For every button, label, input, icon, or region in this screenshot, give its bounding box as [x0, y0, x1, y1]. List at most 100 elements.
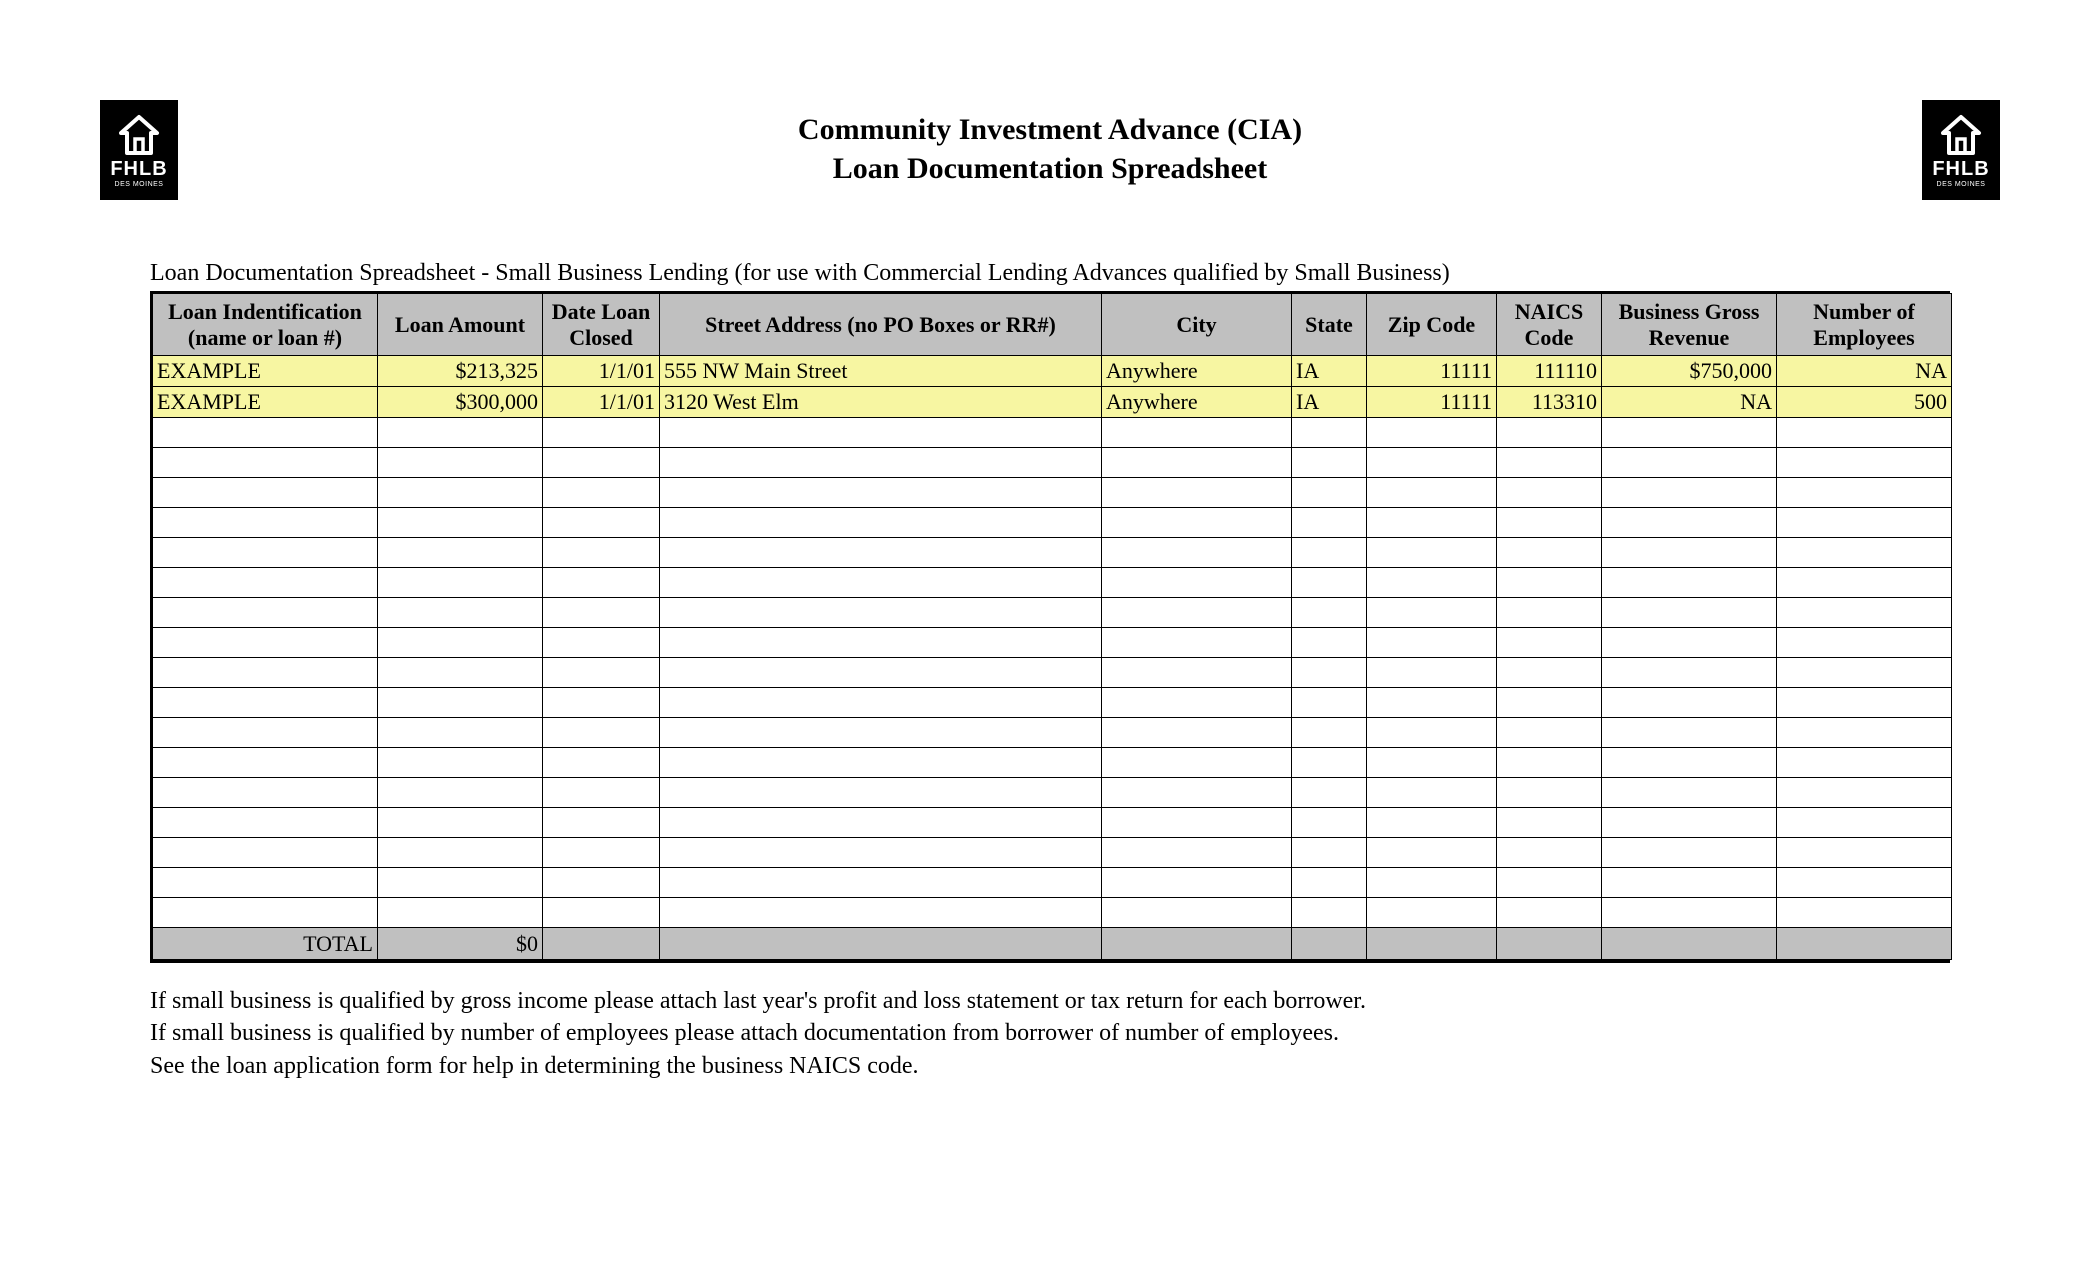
cell-empty[interactable]: [1292, 778, 1367, 808]
cell-empty[interactable]: [1102, 538, 1292, 568]
cell-empty[interactable]: [378, 658, 543, 688]
cell-empty[interactable]: [1777, 568, 1952, 598]
cell-empty[interactable]: [660, 718, 1102, 748]
cell-empty[interactable]: [1602, 478, 1777, 508]
cell-empty[interactable]: [1777, 898, 1952, 928]
cell-empty[interactable]: [543, 688, 660, 718]
cell-empty[interactable]: [543, 748, 660, 778]
cell-empty[interactable]: [1367, 898, 1497, 928]
cell-empty[interactable]: [660, 628, 1102, 658]
cell-empty[interactable]: [1292, 868, 1367, 898]
cell-empty[interactable]: [543, 448, 660, 478]
cell-empty[interactable]: [153, 898, 378, 928]
cell-empty[interactable]: [1367, 478, 1497, 508]
cell-empty[interactable]: [1367, 418, 1497, 448]
cell-empty[interactable]: [1292, 478, 1367, 508]
cell-empty[interactable]: [1102, 568, 1292, 598]
cell-empty[interactable]: [153, 508, 378, 538]
cell-empty[interactable]: [1497, 868, 1602, 898]
cell-empty[interactable]: [1367, 628, 1497, 658]
cell-empty[interactable]: [1602, 748, 1777, 778]
cell-empty[interactable]: [1497, 718, 1602, 748]
cell-empty[interactable]: [660, 658, 1102, 688]
cell-empty[interactable]: [1497, 688, 1602, 718]
cell-empty[interactable]: [1497, 418, 1602, 448]
cell-empty[interactable]: [1777, 838, 1952, 868]
cell-empty[interactable]: [1602, 778, 1777, 808]
cell-empty[interactable]: [1497, 808, 1602, 838]
cell-empty[interactable]: [1367, 598, 1497, 628]
cell-empty[interactable]: [153, 808, 378, 838]
cell-empty[interactable]: [1102, 688, 1292, 718]
cell-empty[interactable]: [1367, 808, 1497, 838]
cell-empty[interactable]: [1292, 418, 1367, 448]
cell-empty[interactable]: [153, 418, 378, 448]
cell-empty[interactable]: [1602, 718, 1777, 748]
cell-empty[interactable]: [1777, 658, 1952, 688]
cell-empty[interactable]: [153, 568, 378, 598]
cell-empty[interactable]: [1497, 748, 1602, 778]
cell-empty[interactable]: [1102, 508, 1292, 538]
cell-empty[interactable]: [660, 748, 1102, 778]
cell-empty[interactable]: [153, 838, 378, 868]
cell-empty[interactable]: [1367, 508, 1497, 538]
cell-empty[interactable]: [1292, 598, 1367, 628]
cell-empty[interactable]: [660, 688, 1102, 718]
cell-empty[interactable]: [1777, 538, 1952, 568]
cell-empty[interactable]: [1102, 628, 1292, 658]
cell-empty[interactable]: [153, 868, 378, 898]
cell-empty[interactable]: [378, 418, 543, 448]
cell-empty[interactable]: [153, 778, 378, 808]
cell-empty[interactable]: [1367, 538, 1497, 568]
cell-empty[interactable]: [1602, 868, 1777, 898]
cell-empty[interactable]: [1602, 448, 1777, 478]
cell-empty[interactable]: [543, 568, 660, 598]
cell-empty[interactable]: [660, 808, 1102, 838]
cell-empty[interactable]: [1777, 718, 1952, 748]
cell-empty[interactable]: [1102, 718, 1292, 748]
cell-empty[interactable]: [1102, 808, 1292, 838]
cell-empty[interactable]: [153, 448, 378, 478]
cell-empty[interactable]: [153, 658, 378, 688]
cell-empty[interactable]: [378, 508, 543, 538]
cell-empty[interactable]: [378, 778, 543, 808]
cell-empty[interactable]: [1497, 478, 1602, 508]
cell-empty[interactable]: [1777, 868, 1952, 898]
cell-empty[interactable]: [1367, 658, 1497, 688]
cell-empty[interactable]: [378, 478, 543, 508]
cell-empty[interactable]: [1777, 478, 1952, 508]
cell-empty[interactable]: [1102, 838, 1292, 868]
cell-empty[interactable]: [378, 538, 543, 568]
cell-empty[interactable]: [1602, 508, 1777, 538]
cell-empty[interactable]: [1777, 508, 1952, 538]
cell-empty[interactable]: [378, 718, 543, 748]
cell-empty[interactable]: [543, 508, 660, 538]
cell-empty[interactable]: [1497, 898, 1602, 928]
cell-empty[interactable]: [660, 418, 1102, 448]
cell-empty[interactable]: [543, 718, 660, 748]
cell-empty[interactable]: [543, 538, 660, 568]
cell-empty[interactable]: [543, 838, 660, 868]
cell-empty[interactable]: [1497, 508, 1602, 538]
cell-empty[interactable]: [543, 868, 660, 898]
cell-empty[interactable]: [1777, 448, 1952, 478]
cell-empty[interactable]: [378, 628, 543, 658]
cell-empty[interactable]: [1602, 838, 1777, 868]
cell-empty[interactable]: [1497, 448, 1602, 478]
cell-empty[interactable]: [1602, 418, 1777, 448]
cell-empty[interactable]: [1497, 838, 1602, 868]
cell-empty[interactable]: [1777, 628, 1952, 658]
cell-empty[interactable]: [1497, 658, 1602, 688]
cell-empty[interactable]: [1292, 538, 1367, 568]
cell-empty[interactable]: [543, 778, 660, 808]
cell-empty[interactable]: [378, 688, 543, 718]
cell-empty[interactable]: [1367, 718, 1497, 748]
cell-empty[interactable]: [660, 898, 1102, 928]
cell-empty[interactable]: [378, 838, 543, 868]
cell-empty[interactable]: [1292, 688, 1367, 718]
cell-empty[interactable]: [378, 598, 543, 628]
cell-empty[interactable]: [1367, 868, 1497, 898]
cell-empty[interactable]: [543, 808, 660, 838]
cell-empty[interactable]: [1292, 898, 1367, 928]
cell-empty[interactable]: [1102, 778, 1292, 808]
